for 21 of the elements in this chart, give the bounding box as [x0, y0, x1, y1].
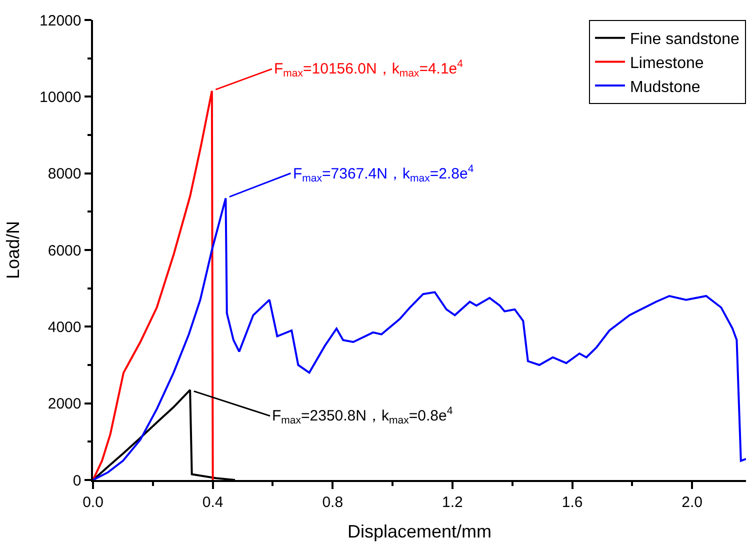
- annotation: F$_{max}$=2350.8N，k$_{max}$=0.8e$^{4}$: [272, 405, 453, 426]
- legend-label: Fine sandstone: [630, 31, 740, 48]
- legend-label: Mudstone: [630, 78, 700, 96]
- annotation: F$_{max}$=7367.4N，k$_{max}$=2.8e$^{4}$: [293, 163, 474, 184]
- x-tick-label: 2.0: [682, 494, 703, 511]
- annotation: F$_{max}$=10156.0N，k$_{max}$=4.1e$^{4}$: [274, 58, 464, 80]
- y-tick-label: 0: [72, 472, 82, 490]
- y-tick-label: 8000: [48, 166, 82, 183]
- y-tick-label: 2000: [48, 396, 82, 413]
- x-tick-label: 0.8: [322, 494, 344, 511]
- legend-label: Limestone: [630, 54, 704, 72]
- y-tick-label: 6000: [48, 242, 82, 260]
- x-tick-label: 1.6: [562, 494, 583, 511]
- x-tick-label: 0.0: [82, 494, 104, 511]
- x-tick-label: 0.4: [202, 494, 224, 511]
- y-tick-label: 12000: [40, 12, 82, 30]
- y-tick-label: 4000: [48, 318, 82, 336]
- y-axis-title: Load/N: [3, 220, 24, 280]
- y-tick-label: 10000: [40, 88, 82, 106]
- x-tick-label: 1.2: [442, 494, 463, 511]
- x-axis-title: Displacement/mm: [347, 521, 492, 542]
